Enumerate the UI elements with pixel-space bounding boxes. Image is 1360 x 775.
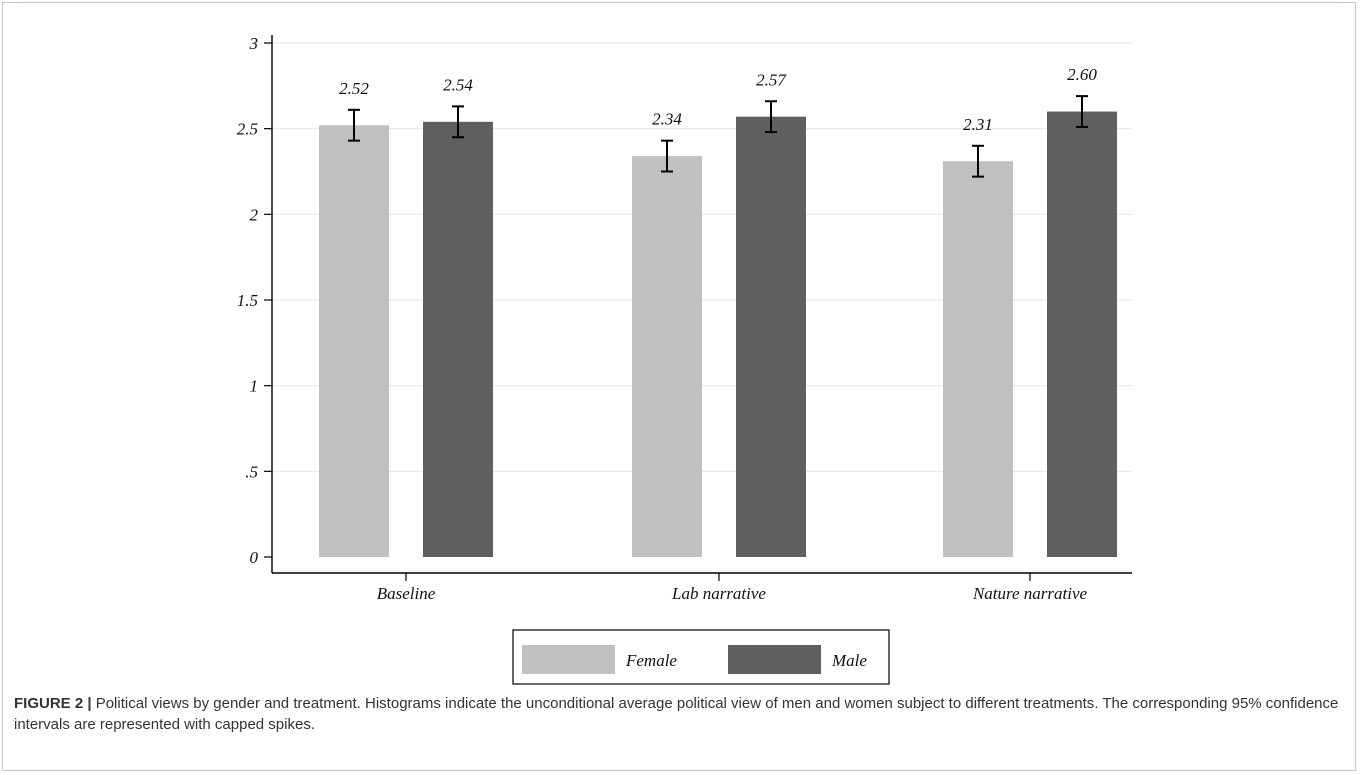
x-tick-label: Lab narrative — [671, 584, 766, 603]
data-label: 2.60 — [1067, 65, 1097, 84]
bar-female — [319, 125, 389, 558]
y-tick-label: .5 — [245, 462, 258, 481]
bar-female — [943, 161, 1013, 557]
data-label: 2.54 — [443, 75, 473, 94]
legend-swatch-female — [522, 645, 615, 674]
y-tick-label: 0 — [250, 548, 259, 567]
data-label: 2.57 — [756, 70, 787, 89]
axes: 0 .5 1 1.5 2 2.5 3 Baseline Lab narrative Nature … — [237, 34, 1132, 603]
y-tick-label: 1.5 — [237, 291, 258, 310]
y-tick-label: 1 — [250, 377, 259, 396]
legend-box — [512, 629, 890, 685]
bar-chart: 0 .5 1 1.5 2 2.5 3 Baseline Lab narrative Nature … — [237, 34, 1132, 685]
legend-label-female: Female — [625, 651, 677, 670]
value-labels: 2.52 2.54 2.34 2.57 2.31 2.60 — [339, 65, 1097, 134]
legend: Female Male — [512, 629, 890, 685]
figure-label: FIGURE 2 | — [14, 695, 92, 712]
legend-label-male: Male — [831, 651, 867, 670]
data-label: 2.34 — [652, 110, 682, 129]
y-tick-label: 3 — [249, 34, 259, 53]
figure-caption: FIGURE 2 | Political views by gender and… — [14, 693, 1344, 735]
x-tick-label: Nature narrative — [972, 584, 1088, 603]
bar-male — [423, 121, 493, 558]
y-tick-label: 2.5 — [237, 120, 258, 139]
legend-swatch-male — [728, 645, 821, 674]
bar-female — [632, 156, 702, 557]
data-label: 2.52 — [339, 79, 369, 98]
bars — [319, 95, 1117, 558]
y-tick-label: 2 — [250, 205, 259, 224]
bar-male — [1047, 111, 1117, 558]
x-tick-label: Baseline — [377, 584, 436, 603]
data-label: 2.31 — [963, 115, 993, 134]
bar-male — [736, 116, 806, 557]
figure-caption-text: Political views by gender and treatment.… — [14, 695, 1339, 733]
